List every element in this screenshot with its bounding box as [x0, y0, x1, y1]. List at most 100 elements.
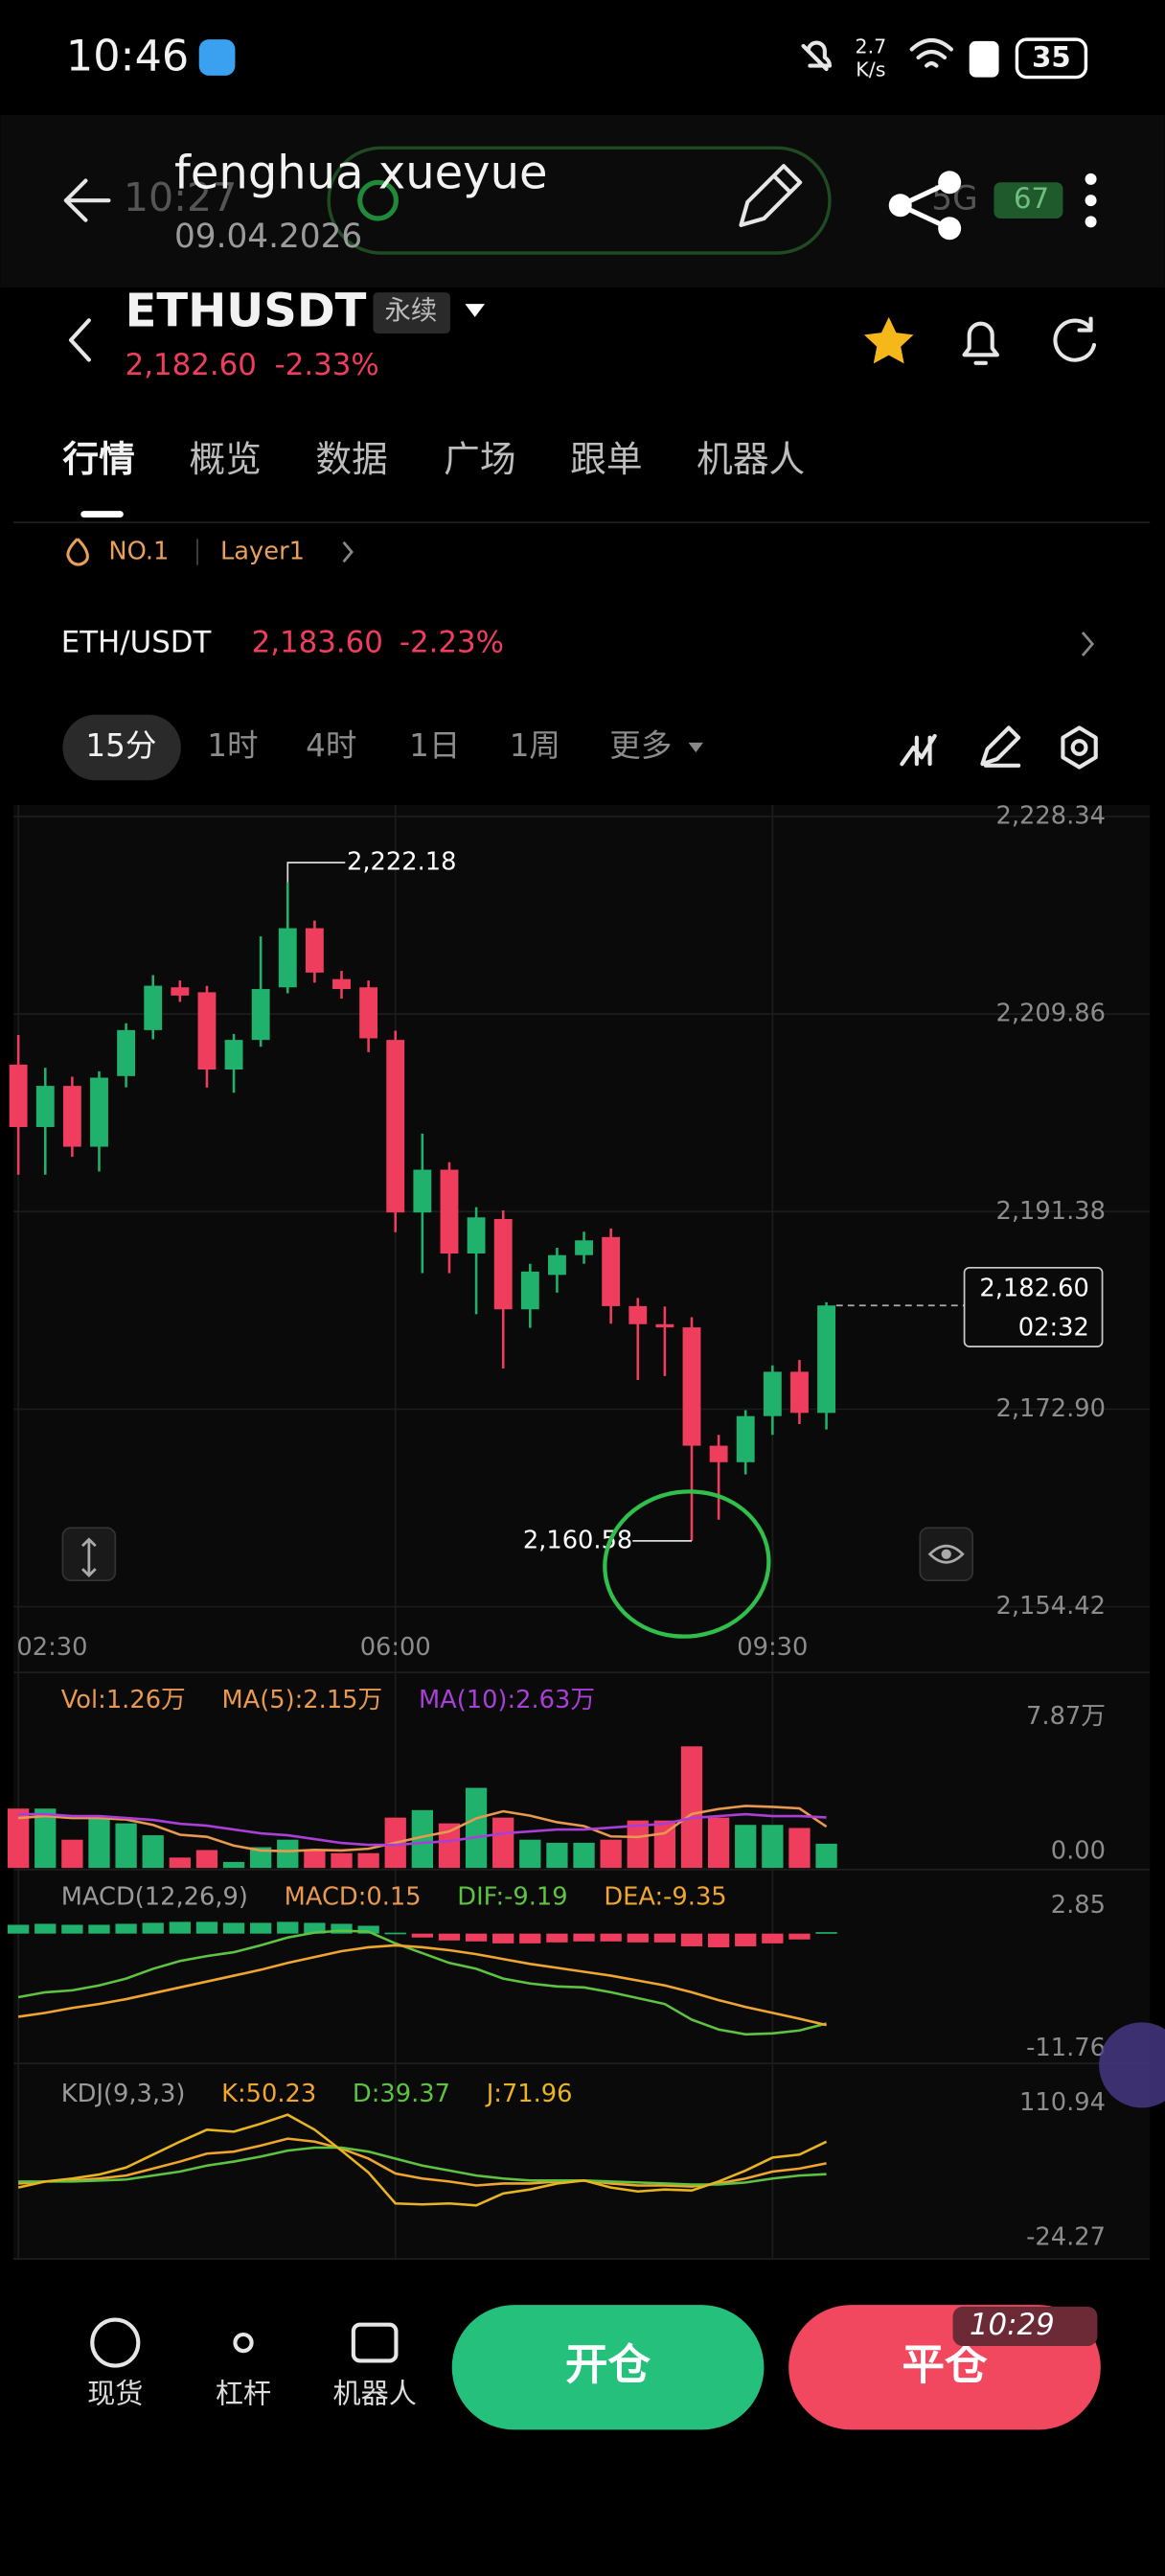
tab[interactable]: 概览 [189, 438, 261, 480]
floating-bubble[interactable] [1099, 2022, 1165, 2108]
alert-icon [969, 40, 999, 78]
y-tick-label: 0.00 [1051, 1836, 1106, 1865]
share-button[interactable] [888, 171, 962, 241]
symbol-dropdown[interactable] [465, 304, 485, 317]
settings-button[interactable] [1061, 725, 1098, 770]
open-label: 开仓 [565, 2339, 651, 2389]
indicator-line [18, 2146, 827, 2186]
indicator-line [18, 1805, 828, 1852]
bar [34, 1923, 57, 1934]
bar [653, 1933, 676, 1943]
nav-item[interactable]: 现货 [87, 2377, 143, 2409]
bar [222, 1861, 245, 1869]
draw-button[interactable] [980, 725, 1021, 768]
bar [707, 1933, 730, 1947]
bar [250, 1847, 272, 1869]
legend-entry: Vol:1.26万 [61, 1686, 186, 1714]
tag[interactable]: NO.1 [108, 537, 169, 565]
bar [788, 1828, 811, 1869]
pair-price: 2,183.60 [252, 626, 383, 660]
legend-entry: DIF:-9.19 [457, 1882, 567, 1911]
x-tick-label: 09:30 [737, 1633, 808, 1662]
header-back[interactable] [68, 318, 91, 362]
corner-time-box [952, 2306, 1098, 2346]
bar [492, 1933, 514, 1944]
bar [169, 1921, 191, 1934]
tab[interactable]: 行情 [62, 438, 134, 480]
indicator-line [17, 1944, 827, 2027]
bar [707, 1817, 730, 1869]
candle-body [602, 1236, 621, 1306]
tag[interactable]: Layer1 [220, 537, 305, 565]
indicator-button[interactable] [900, 733, 937, 767]
overlay-battery [994, 182, 1063, 218]
bar [438, 1933, 461, 1941]
bar [222, 1922, 245, 1934]
overlay-time: 10:27 [124, 174, 238, 220]
refresh-button[interactable] [1053, 316, 1097, 362]
bar [653, 1820, 676, 1869]
panel-title: KDJ(9,3,3) [61, 2080, 186, 2108]
net-speed: 2.7 [856, 35, 887, 58]
back-button[interactable] [63, 178, 111, 222]
tab[interactable]: 数据 [315, 438, 387, 480]
bar [331, 1852, 353, 1869]
y-tick-label: 2,209.86 [996, 1000, 1106, 1028]
indicator-line [18, 1812, 827, 1847]
bar [519, 1839, 541, 1869]
candle-body [709, 1445, 728, 1462]
interval[interactable]: 更多 [609, 727, 672, 764]
bar [142, 1922, 164, 1934]
open-button[interactable] [451, 2305, 765, 2430]
candle-body [467, 1217, 486, 1254]
panel-separators [13, 1671, 1151, 2260]
alert-button[interactable] [962, 321, 999, 365]
bar [8, 1808, 30, 1869]
interval[interactable]: 15分 [85, 727, 156, 764]
tab[interactable]: 跟单 [570, 438, 642, 480]
bar [61, 1924, 83, 1934]
y-tick-label: -11.76 [1026, 2034, 1106, 2062]
favorite-button[interactable] [864, 316, 914, 364]
hot-icon [66, 538, 89, 566]
interval[interactable]: 1周 [510, 727, 560, 764]
candle-body [548, 1254, 566, 1276]
high-pointer [286, 862, 346, 883]
edit-button[interactable] [739, 164, 803, 227]
bar [250, 1922, 272, 1934]
symbol: ETHUSDT [126, 284, 367, 337]
more-dropdown[interactable] [688, 742, 703, 753]
tab[interactable]: 广场 [444, 438, 515, 480]
bar [277, 1921, 299, 1934]
tab[interactable]: 机器人 [697, 438, 805, 480]
candle-body [305, 928, 324, 973]
spot-icon [90, 2317, 141, 2368]
interval[interactable]: 1时 [207, 727, 258, 764]
bar [61, 1839, 83, 1869]
candle-body [197, 992, 217, 1070]
legend-entry: DEA:-9.35 [604, 1882, 726, 1911]
header-change: -2.33% [275, 348, 379, 382]
bar [735, 1933, 757, 1946]
bar [438, 1823, 461, 1869]
candle-body [493, 1218, 513, 1310]
bar [142, 1835, 164, 1869]
interval[interactable]: 4时 [306, 727, 356, 764]
battery-level: 35 [1032, 41, 1071, 74]
nav-item[interactable]: 机器人 [332, 2377, 416, 2409]
pair-name[interactable]: ETH/USDT [61, 626, 212, 660]
overlay-pill [327, 146, 832, 255]
nav-item[interactable]: 杠杆 [216, 2377, 271, 2409]
last-price: 2,182.60 [979, 1275, 1088, 1303]
y-tick-label: 2,228.34 [996, 801, 1106, 830]
battery [1015, 37, 1088, 80]
bar [357, 1925, 379, 1934]
bar [384, 1932, 406, 1935]
more-button[interactable] [1085, 172, 1097, 228]
interval[interactable]: 1日 [409, 727, 460, 764]
pair-arrow [1081, 632, 1095, 656]
bar [8, 1924, 30, 1934]
legend-entry: J:71.96 [485, 2080, 573, 2108]
bar [735, 1825, 757, 1869]
y-tick-label: 2,191.38 [996, 1197, 1106, 1226]
